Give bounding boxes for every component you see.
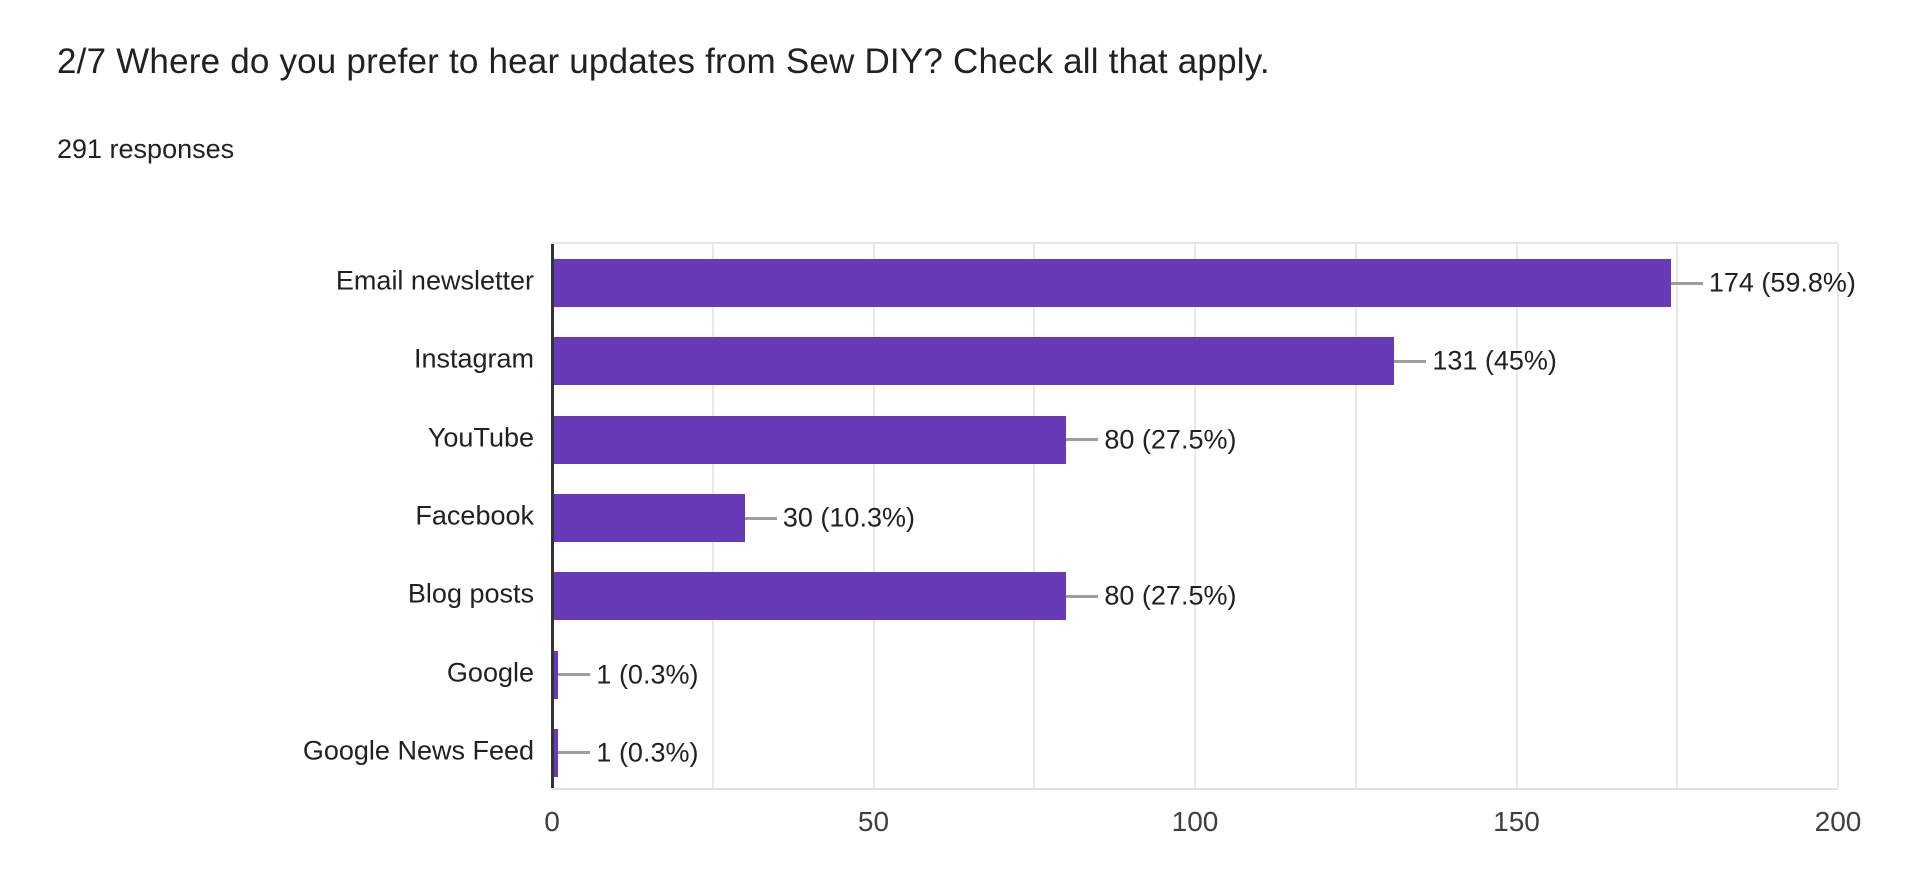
- bar-instagram: [552, 337, 1395, 386]
- value-label: 80 (27.5%): [1104, 580, 1237, 611]
- category-axis-labels: Email newsletter Instagram YouTube Facebook…: [0, 242, 534, 790]
- bar-google: [552, 650, 559, 699]
- bar-blog-posts: [552, 572, 1067, 621]
- bar-google-news-feed: [552, 728, 559, 777]
- y-axis-line: [551, 244, 554, 788]
- category-label-instagram: Instagram: [413, 343, 534, 374]
- value-label: 1 (0.3%): [596, 659, 699, 690]
- x-tick-label-200: 200: [1814, 806, 1862, 837]
- leader-line: [1066, 594, 1099, 598]
- value-label: 174 (59.8%): [1708, 267, 1856, 298]
- gridline-200: [1837, 244, 1839, 788]
- value-label: 131 (45%): [1432, 345, 1557, 376]
- gridline-175: [1676, 244, 1679, 788]
- leader-line: [1670, 281, 1703, 285]
- gridline-50: [872, 244, 875, 788]
- leader-line: [1394, 359, 1427, 363]
- bar-email-newsletter: [552, 259, 1671, 308]
- x-axis-tick-labels: 0 50 100 150 200: [0, 806, 1920, 846]
- value-label: 80 (27.5%): [1104, 424, 1237, 455]
- category-label-google: Google: [446, 657, 534, 688]
- category-label-email-newsletter: Email newsletter: [335, 265, 534, 296]
- leader-line: [1066, 438, 1099, 442]
- value-label: 1 (0.3%): [596, 737, 699, 768]
- category-label-youtube: YouTube: [427, 422, 534, 453]
- x-tick-label-0: 0: [544, 806, 560, 837]
- responses-count: 291 responses: [57, 134, 235, 164]
- x-tick-label-150: 150: [1493, 806, 1540, 837]
- category-label-blog-posts: Blog posts: [407, 578, 534, 609]
- leader-line: [558, 673, 591, 677]
- gridline-100: [1194, 244, 1196, 788]
- leader-line: [558, 751, 591, 755]
- x-tick-label-100: 100: [1171, 806, 1219, 837]
- leader-line: [744, 516, 777, 520]
- category-label-google-news-feed: Google News Feed: [302, 735, 534, 766]
- gridline-75: [1033, 244, 1036, 788]
- category-label-facebook: Facebook: [415, 500, 534, 531]
- bar-facebook: [552, 494, 745, 542]
- x-tick-label-50: 50: [857, 806, 890, 837]
- gridline-125: [1354, 244, 1357, 788]
- bar-youtube: [552, 415, 1067, 464]
- value-label: 30 (10.3%): [782, 502, 915, 533]
- gridline-150: [1515, 244, 1518, 788]
- plot-area: 174 (59.8%) 131 (45%) 80 (27.5%) 30 (10.3%)…: [551, 242, 1856, 790]
- question-title: 2/7 Where do you prefer to hear updates …: [57, 42, 1270, 81]
